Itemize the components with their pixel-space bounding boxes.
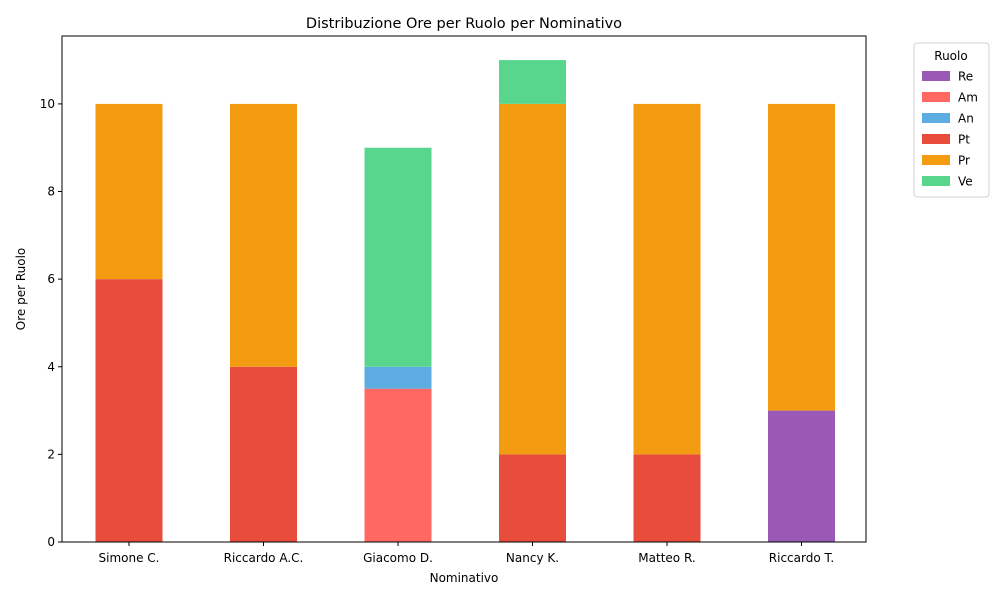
bar-nancy-k-ve <box>499 60 566 104</box>
y-tick-label: 6 <box>47 272 55 286</box>
bar-matteo-r-pr <box>633 103 701 455</box>
chart-title: Distribuzione Ore per Ruolo per Nominati… <box>306 16 622 32</box>
legend-swatch-re <box>922 71 950 81</box>
bar-riccardo-t-re <box>768 410 835 542</box>
x-tick-label-matteo-r: Matteo R. <box>638 551 695 565</box>
legend-swatch-pt <box>922 134 950 144</box>
x-axis-title: Nominativo <box>430 571 499 585</box>
legend-label-ve: Ve <box>958 175 973 189</box>
legend-label-pr: Pr <box>958 154 970 168</box>
plot-frame <box>61 35 867 543</box>
bar-nancy-k-pt <box>499 454 566 542</box>
bar-matteo-r-pt <box>633 454 701 542</box>
x-tick-label-nancy-k: Nancy K. <box>506 551 559 565</box>
legend-swatch-ve <box>922 176 950 186</box>
legend-label-an: An <box>958 112 974 126</box>
legend-label-am: Am <box>958 91 978 105</box>
bar-simone-c-pt <box>95 279 163 542</box>
bar-giacomo-d-am <box>364 388 432 542</box>
bar-simone-c-pr <box>95 103 163 280</box>
x-tick-label-giacomo-d: Giacomo D. <box>363 551 433 565</box>
legend-label-pt: Pt <box>958 133 970 147</box>
bar-giacomo-d-an <box>364 366 432 389</box>
x-tick-label-riccardo-a-c: Riccardo A.C. <box>224 551 304 565</box>
bar-giacomo-d-ve <box>364 147 432 367</box>
x-tick-label-riccardo-t: Riccardo T. <box>769 551 834 565</box>
bar-riccardo-a-c-pr <box>230 103 297 367</box>
legend-swatch-pr <box>922 155 950 165</box>
legend-items: Re Am An Pt Pr Ve <box>922 70 978 189</box>
y-tick-label: 10 <box>40 97 55 111</box>
bar-riccardo-t-pr <box>768 103 835 411</box>
legend-label-re: Re <box>958 70 973 84</box>
legend-swatch-am <box>922 92 950 102</box>
y-tick-label: 0 <box>47 535 55 549</box>
y-axis-title: Ore per Ruolo <box>14 248 28 330</box>
legend: Ruolo Re Am An Pt Pr Ve <box>913 42 990 198</box>
bar-nancy-k-pr <box>499 103 566 455</box>
bar-riccardo-a-c-pt <box>230 366 297 542</box>
y-axis: 0 2 4 6 8 10 <box>40 97 62 549</box>
y-tick-label: 2 <box>47 447 55 461</box>
legend-swatch-an <box>922 113 950 123</box>
x-axis: Simone C. Riccardo A.C. Giacomo D. Nancy K.… <box>99 542 834 565</box>
y-tick-label: 8 <box>47 185 55 199</box>
x-tick-label-simone-c: Simone C. <box>99 551 160 565</box>
bars-layer <box>95 60 835 542</box>
legend-title: Ruolo <box>934 49 967 63</box>
y-tick-label: 4 <box>47 360 55 374</box>
